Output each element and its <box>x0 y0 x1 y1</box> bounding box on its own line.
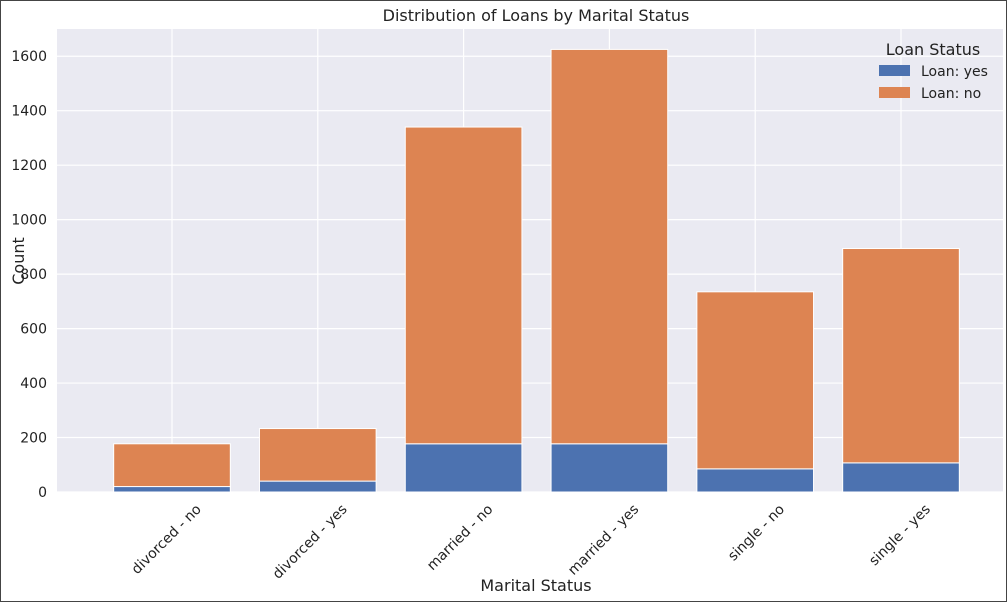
y-tick-label: 400 <box>20 376 47 392</box>
bar-loan-no <box>404 126 523 445</box>
bar-loan-yes <box>842 462 960 493</box>
bar-loan-no <box>258 428 377 482</box>
x-tick-label: single - yes <box>866 502 934 570</box>
bar-loan-yes <box>113 486 231 493</box>
y-axis-label: Count <box>9 237 28 285</box>
bar-loan-yes <box>258 480 377 493</box>
bar-loan-no <box>550 48 669 445</box>
legend-swatch <box>879 87 910 98</box>
bar-loan-no <box>113 443 231 488</box>
x-axis-label: Marital Status <box>480 576 591 595</box>
bar-loan-yes <box>696 468 815 493</box>
x-tick-label: divorced - no <box>129 502 205 578</box>
legend-title: Loan Status <box>886 40 980 59</box>
y-tick-label: 1200 <box>11 158 47 174</box>
legend: Loan Status Loan: yes Loan: no <box>879 40 988 102</box>
bars-group <box>113 48 960 493</box>
bar-loan-yes <box>404 443 523 493</box>
y-axis-ticks: 0 200 400 600 800 1000 1200 1400 1600 <box>11 49 47 501</box>
bar-loan-no <box>696 291 815 470</box>
legend-label: Loan: yes <box>921 64 988 80</box>
y-tick-label: 1000 <box>11 213 47 229</box>
bar-loan-yes <box>550 443 669 493</box>
x-tick-label: single - no <box>725 502 788 565</box>
legend-label: Loan: no <box>921 86 981 102</box>
legend-swatch <box>879 65 910 76</box>
chart-title: Distribution of Loans by Marital Status <box>383 6 690 25</box>
y-tick-label: 800 <box>20 267 47 283</box>
x-tick-label: married - yes <box>565 502 642 579</box>
y-tick-label: 200 <box>20 431 47 447</box>
y-tick-label: 600 <box>20 322 47 338</box>
x-tick-label: married - no <box>424 502 496 574</box>
y-tick-label: 1400 <box>11 104 47 120</box>
x-axis-ticks: divorced - no divorced - yes married - no m… <box>129 502 934 583</box>
y-tick-label: 1600 <box>11 49 47 65</box>
y-tick-label: 0 <box>38 485 47 501</box>
bar-loan-no <box>842 248 960 464</box>
x-tick-label: divorced - yes <box>270 502 351 583</box>
